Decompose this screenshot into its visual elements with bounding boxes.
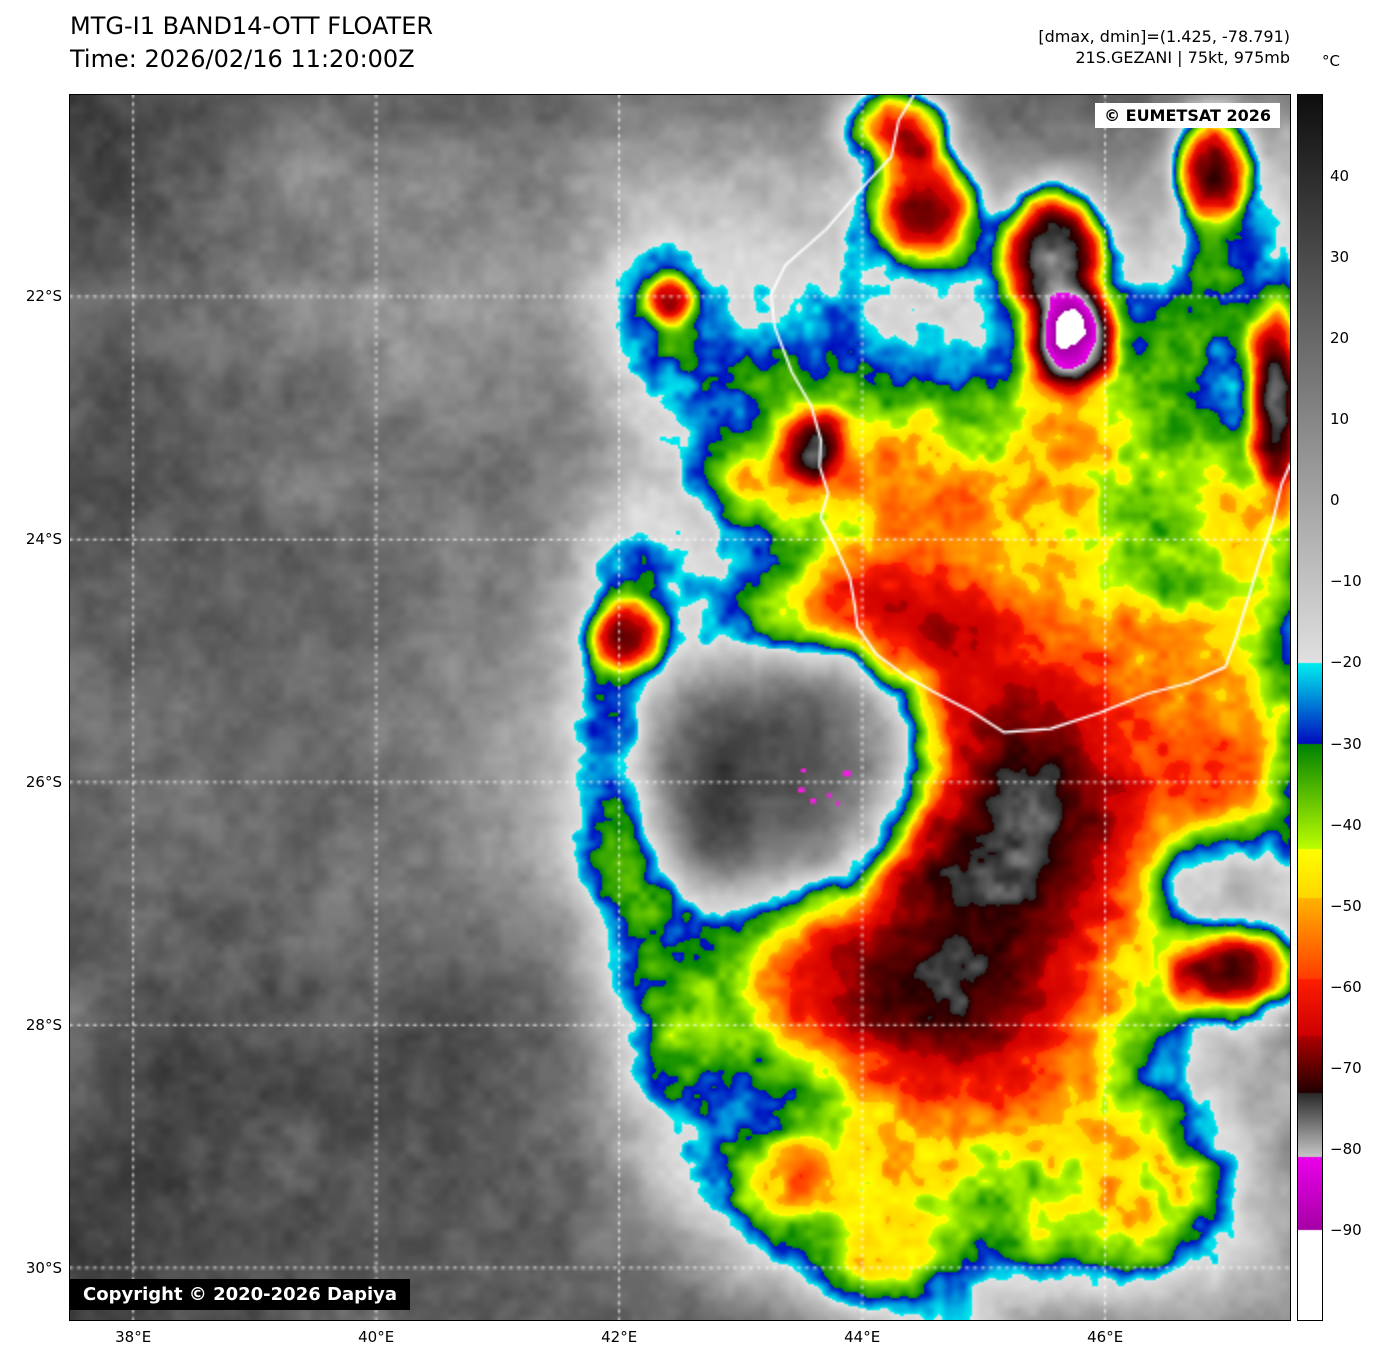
colorbar-tick-label: −60 [1330,977,1362,996]
colorbar-tick-label: 20 [1330,328,1350,347]
storm-label: 21S.GEZANI | 75kt, 975mb [1075,48,1290,67]
satellite-image [70,95,1290,1320]
lat-axis-label: 26°S [25,772,62,791]
lon-axis-label: 42°E [601,1328,638,1346]
info-block: [dmax, dmin]=(1.425, -78.791) 21S.GEZANI… [1038,26,1290,68]
lat-axis-label: 22°S [25,286,62,305]
colorbar-tick-label: −30 [1330,734,1362,753]
colorbar-tick-label: 30 [1330,247,1350,266]
satellite-image-frame: © EUMETSAT 2026 Copyright © 2020-2026 Da… [69,94,1291,1321]
colorbar-tick-label: −50 [1330,896,1362,915]
provider-badge: © EUMETSAT 2026 [1095,103,1280,128]
lat-axis-label: 30°S [25,1258,62,1277]
lon-axis-label: 44°E [844,1328,881,1346]
copyright-badge: Copyright © 2020-2026 Dapiya [70,1279,411,1310]
lon-axis-label: 38°E [115,1328,152,1346]
colorbar-tick-label: −10 [1330,572,1362,591]
page-title: MTG-I1 BAND14-OTT FLOATER [70,12,434,40]
lat-axis-label: 24°S [25,529,62,548]
colorbar-tick-label: −20 [1330,653,1362,672]
lat-axis-label: 28°S [25,1015,62,1034]
lon-axis-label: 40°E [358,1328,395,1346]
colorbar-tick-label: −70 [1330,1059,1362,1077]
colorbar-unit-label: °C [1322,52,1340,70]
title-block: MTG-I1 BAND14-OTT FLOATER Time: 2026/02/… [70,10,433,76]
colorbar-tick-label: −80 [1330,1140,1362,1159]
colorbar-tick-label: 10 [1330,410,1350,428]
range-label: [dmax, dmin]=(1.425, -78.791) [1038,27,1290,46]
colorbar-tick-label: 40 [1330,166,1350,185]
colorbar-tick-label: −90 [1330,1221,1362,1240]
time-label: Time: 2026/02/16 11:20:00Z [70,45,415,73]
colorbar-tick-label: 0 [1330,491,1340,510]
colorbar-tick-label: −40 [1330,815,1362,834]
lon-axis-label: 46°E [1087,1328,1124,1346]
colorbar [1297,94,1323,1321]
